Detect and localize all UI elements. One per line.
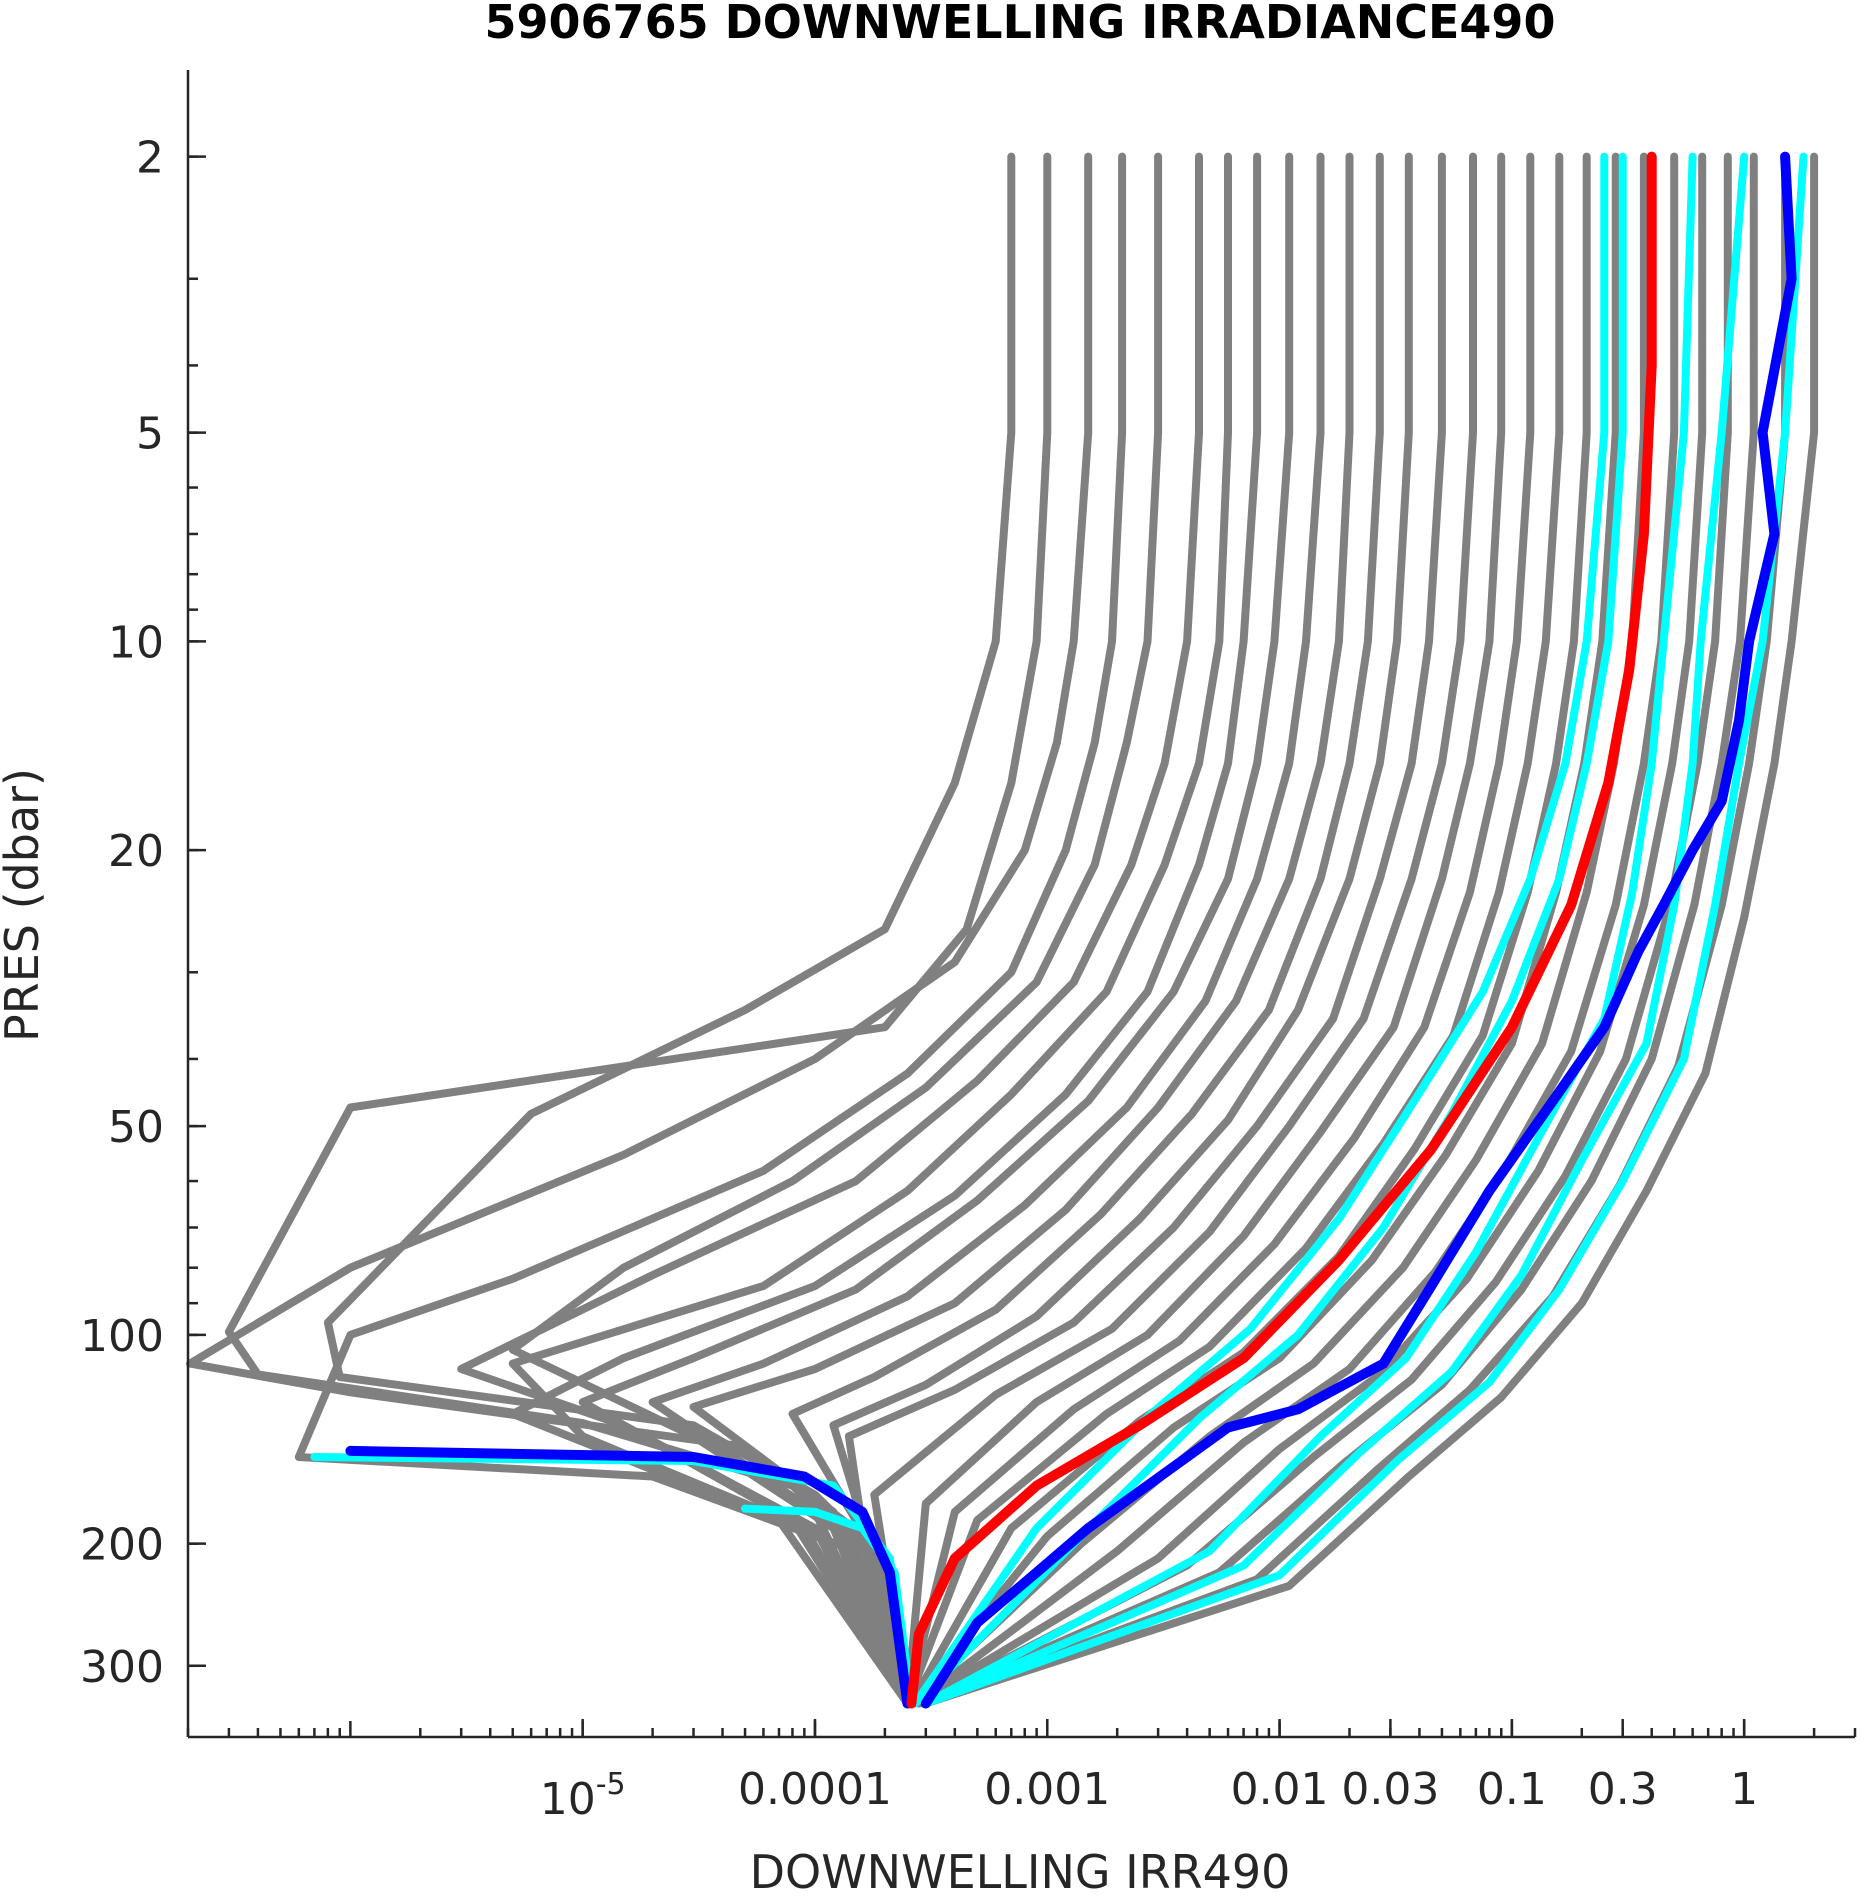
- x-tick-label: 0.0001: [738, 1764, 892, 1815]
- y-tick-label: 200: [80, 1520, 164, 1571]
- y-tick-label: 100: [80, 1311, 164, 1362]
- all-profile-line-26: [921, 152, 1819, 1708]
- last-profile-line-34: [920, 151, 1797, 1709]
- all-profile-line-13: [844, 152, 1446, 1708]
- all-profile-line-3: [294, 152, 1127, 1708]
- x-tick-label: 0.001: [984, 1764, 1110, 1815]
- x-tick-label: 0.3: [1588, 1764, 1658, 1815]
- chart-title: 5906765 DOWNWELLING IRRADIANCE490: [485, 0, 1556, 49]
- y-tick-label: 2: [136, 133, 164, 184]
- all-profile-line-9: [648, 152, 1325, 1708]
- all-profile-line-2: [186, 152, 1093, 1708]
- x-tick-label: 10-5: [540, 1767, 626, 1825]
- last-profile-line-35: [345, 1445, 913, 1709]
- x-axis-label: DOWNWELLING IRR490: [750, 1845, 1291, 1896]
- all-profile-line-7: [508, 152, 1262, 1708]
- all-profile-line-11: [788, 152, 1384, 1708]
- plot-lines: [186, 151, 1819, 1709]
- x-tick-label: 0.03: [1341, 1764, 1439, 1815]
- y-axis-label: PRES (dbar): [0, 768, 49, 1042]
- y-tick-label: 20: [108, 826, 164, 877]
- x-tick-label: 0.01: [1231, 1764, 1329, 1815]
- x-ticks: 10-5 0.0001 0.001 0.01 0.03 0.1 0.3 1: [186, 1719, 1857, 1825]
- x-tick-exponent: -5: [596, 1767, 626, 1802]
- all-profile-line-15: [903, 152, 1506, 1708]
- all-profile-line-14: [870, 152, 1477, 1708]
- all-profile-line-23: [914, 152, 1732, 1708]
- recent-profile-line-31: [921, 152, 1808, 1708]
- all-profile-line-12: [829, 152, 1413, 1708]
- all-profile-line-8: [578, 152, 1294, 1708]
- all-profile-line-22: [911, 152, 1707, 1708]
- x-tick-label: 1: [1730, 1764, 1758, 1815]
- y-ticks: 2 5 10 20 50 100 200 300: [80, 133, 206, 1693]
- x-tick-label: 0.1: [1477, 1764, 1547, 1815]
- all-profile-line-10: [689, 152, 1354, 1708]
- all-profile-line-1: [224, 152, 1052, 1708]
- all-profile-line-4: [508, 152, 1163, 1708]
- y-tick-label: 5: [136, 409, 164, 460]
- y-tick-label: 10: [108, 617, 164, 668]
- all-profile-line-16: [903, 152, 1535, 1708]
- all-profile-line-19: [907, 152, 1620, 1708]
- y-tick-label: 50: [108, 1102, 164, 1153]
- all-profile-line-6: [508, 152, 1232, 1708]
- recent-profile-line-30: [921, 152, 1749, 1708]
- recent-profile-line-28: [911, 152, 1627, 1708]
- all-profile-line-24: [914, 152, 1758, 1708]
- mean-profile-line-36: [906, 151, 1657, 1709]
- y-tick-label: 300: [80, 1642, 164, 1693]
- axes: [186, 70, 1855, 1739]
